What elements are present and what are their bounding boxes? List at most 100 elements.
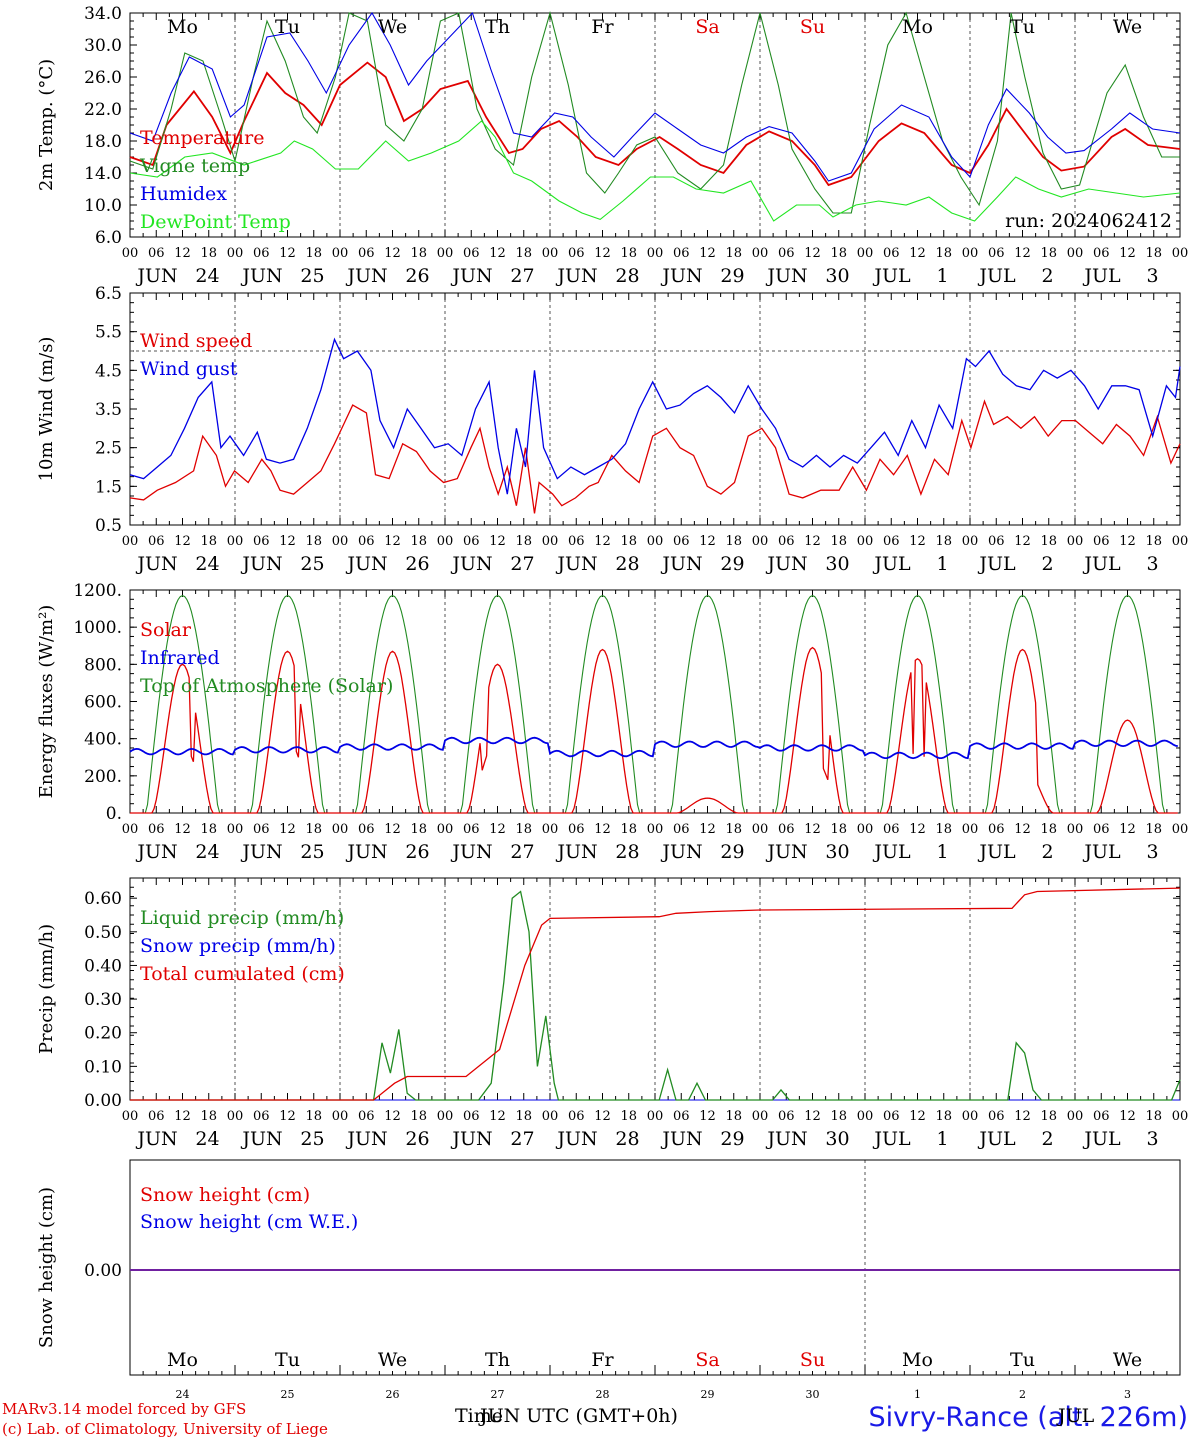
hour-tick-label: 00 (542, 1109, 559, 1124)
weekday-label: We (1113, 1349, 1142, 1371)
hour-tick-label: 12 (174, 822, 191, 837)
day-number-label: 30 (806, 1388, 820, 1401)
hour-tick-label: 00 (857, 246, 874, 261)
hour-tick-label: 06 (883, 534, 900, 549)
hour-tick-label: 12 (279, 822, 296, 837)
day-tick-label: 27 (510, 553, 534, 575)
hour-tick-label: 00 (122, 534, 139, 549)
day-tick-label: 30 (825, 841, 849, 863)
hour-tick-label: 06 (778, 246, 795, 261)
day-tick-label: 27 (510, 1128, 534, 1150)
day-number-label: 29 (701, 1388, 715, 1401)
day-tick-label: 24 (195, 265, 219, 287)
hour-tick-label: 12 (1014, 822, 1031, 837)
y-tick-label: 5.5 (95, 323, 122, 343)
weekday-label: Tu (1010, 16, 1035, 38)
month-tick-label: JUN (555, 553, 597, 575)
hour-tick-label: 00 (962, 1109, 979, 1124)
hour-tick-label: 18 (1145, 246, 1162, 261)
hour-tick-label: 00 (647, 246, 664, 261)
hour-tick-label: 00 (332, 822, 349, 837)
hour-tick-label: 06 (1093, 246, 1110, 261)
month-tick-label: JUL (1082, 265, 1121, 287)
y-tick-label: 0.30 (84, 990, 122, 1010)
month-tick-label: JUN (135, 1128, 177, 1150)
hour-tick-label: 12 (1014, 246, 1031, 261)
day-tick-label: 30 (825, 265, 849, 287)
hour-tick-label: 12 (1119, 534, 1136, 549)
month-tick-label: JUL (1082, 841, 1121, 863)
hour-tick-label: 00 (332, 534, 349, 549)
month-tick-label: JUN (765, 553, 807, 575)
hour-tick-label: 12 (909, 534, 926, 549)
month-tick-label: JUN (240, 553, 282, 575)
day-tick-label: 28 (615, 265, 639, 287)
hour-tick-label: 00 (1172, 822, 1189, 837)
legend-entry: Liquid precip (mm/h) (140, 907, 344, 929)
hour-tick-label: 12 (1014, 534, 1031, 549)
legend-entry: Temperature (140, 127, 264, 149)
hour-tick-label: 06 (253, 534, 270, 549)
month-tick-label: JUL (872, 841, 911, 863)
hour-tick-label: 12 (1119, 822, 1136, 837)
y-tick-label: 18.0 (84, 132, 122, 152)
hour-tick-label: 18 (200, 534, 217, 549)
day-tick-label: 27 (510, 841, 534, 863)
hour-tick-label: 06 (568, 246, 585, 261)
hour-tick-label: 00 (962, 822, 979, 837)
month-label: JUL (1058, 1405, 1095, 1427)
weekday-label: Th (485, 1349, 510, 1371)
hour-tick-label: 06 (778, 1109, 795, 1124)
hour-tick-label: 12 (279, 246, 296, 261)
hour-tick-label: 12 (804, 822, 821, 837)
legend-entry: Humidex (140, 183, 227, 205)
day-tick-label: 29 (720, 265, 744, 287)
legend-entry: Snow height (cm) (140, 1184, 310, 1206)
month-tick-label: JUN (450, 553, 492, 575)
hour-tick-label: 12 (489, 822, 506, 837)
day-number-label: 2 (1019, 1388, 1026, 1401)
hour-tick-label: 12 (594, 1109, 611, 1124)
weekday-label: Mo (902, 16, 933, 38)
day-tick-label: 29 (720, 841, 744, 863)
legend-entry: Vigne temp (139, 155, 250, 177)
hour-tick-label: 00 (752, 246, 769, 261)
hour-tick-label: 12 (174, 1109, 191, 1124)
day-tick-label: 2 (1041, 553, 1053, 575)
hour-tick-label: 18 (725, 534, 742, 549)
hour-tick-label: 00 (227, 1109, 244, 1124)
day-tick-label: 26 (405, 1128, 429, 1150)
hour-tick-label: 06 (148, 822, 165, 837)
day-tick-label: 26 (405, 553, 429, 575)
legend-entry: Snow precip (mm/h) (140, 935, 336, 957)
hour-tick-label: 00 (752, 1109, 769, 1124)
hour-tick-label: 18 (1040, 1109, 1057, 1124)
time-label: Time (455, 1405, 504, 1427)
day-tick-label: 24 (195, 553, 219, 575)
month-tick-label: JUL (977, 553, 1016, 575)
hour-tick-label: 18 (410, 534, 427, 549)
hour-tick-label: 12 (699, 822, 716, 837)
day-tick-label: 25 (300, 841, 324, 863)
y-tick-label: 26.0 (84, 68, 122, 88)
hour-tick-label: 00 (962, 246, 979, 261)
day-tick-label: 25 (300, 553, 324, 575)
hour-tick-label: 00 (1172, 534, 1189, 549)
day-tick-label: 28 (615, 553, 639, 575)
series-wind-gust (129, 337, 1181, 495)
day-tick-label: 26 (405, 265, 429, 287)
y-tick-label: 10.0 (84, 196, 122, 216)
month-tick-label: JUN (450, 1128, 492, 1150)
hour-tick-label: 12 (594, 246, 611, 261)
hour-tick-label: 06 (358, 534, 375, 549)
month-tick-label: JUN (135, 841, 177, 863)
hour-tick-label: 12 (699, 534, 716, 549)
hour-tick-label: 12 (384, 246, 401, 261)
y-axis-label: Precip (mm/h) (36, 924, 57, 1054)
hour-tick-label: 00 (332, 1109, 349, 1124)
day-tick-label: 24 (195, 1128, 219, 1150)
hour-tick-label: 06 (1093, 534, 1110, 549)
hour-tick-label: 18 (200, 822, 217, 837)
month-tick-label: JUN (345, 841, 387, 863)
hour-tick-label: 18 (620, 1109, 637, 1124)
